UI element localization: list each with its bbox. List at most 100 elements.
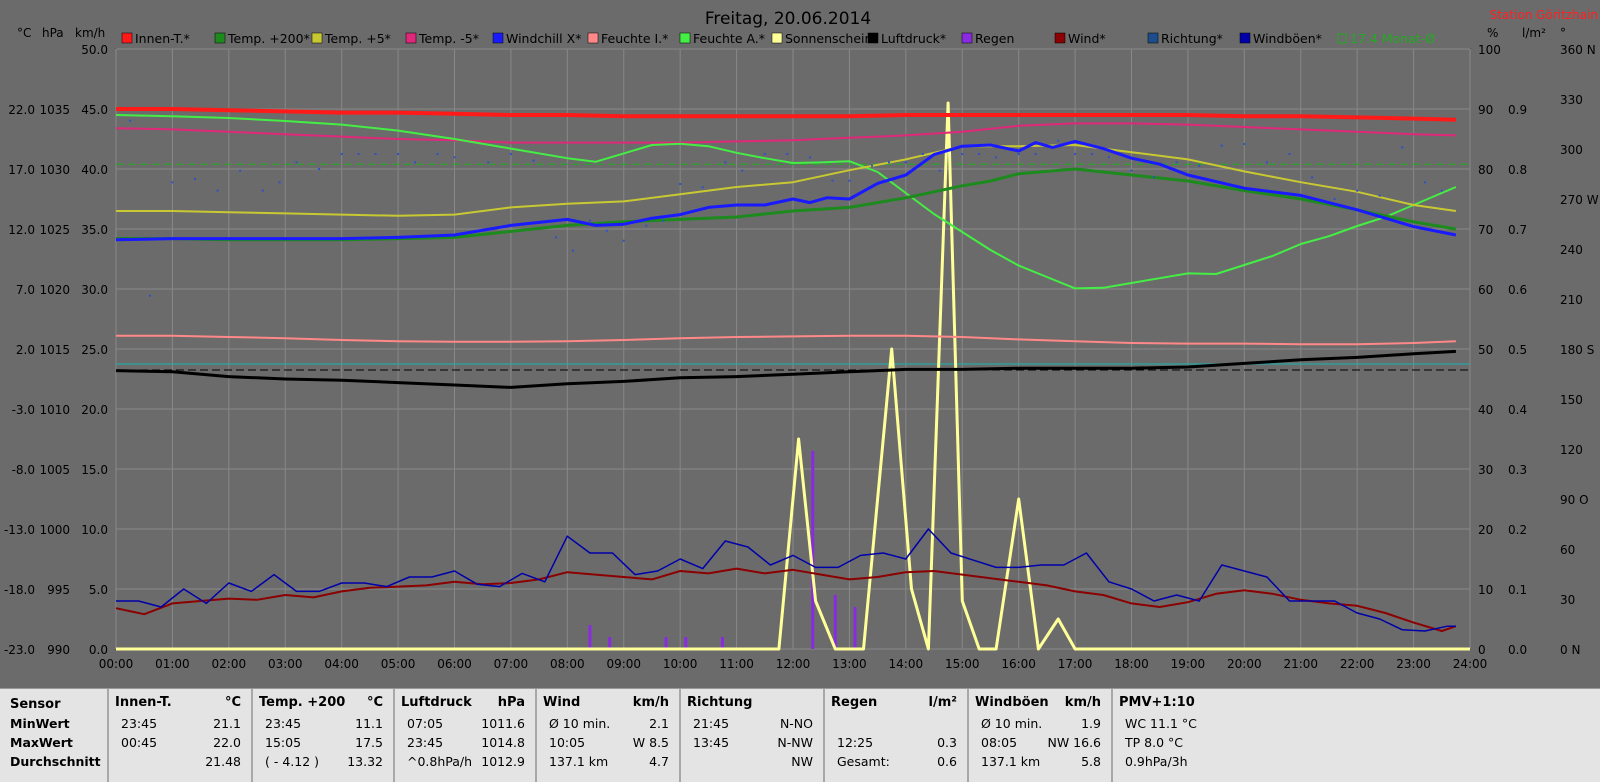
summary-r2-label: 23:45 xyxy=(407,735,444,750)
humidity-unit-label: % xyxy=(1487,26,1498,40)
wind-tick-label: 10.0 xyxy=(81,523,108,537)
direction-point xyxy=(171,181,174,184)
summary-r3-label: 137.1 km xyxy=(549,754,609,769)
x-tick-label: 18:00 xyxy=(1114,657,1149,671)
legend-swatch xyxy=(587,32,599,44)
x-tick-label: 14:00 xyxy=(889,657,924,671)
direction-point xyxy=(679,183,682,185)
rain-unit-label: l/m² xyxy=(1522,26,1546,40)
summary-r3-value: 1012.9 xyxy=(481,754,525,769)
direction-point xyxy=(622,239,625,242)
summary-r2-label: 10:05 xyxy=(549,735,586,750)
legend-swatch xyxy=(121,32,133,44)
x-tick-label: 13:00 xyxy=(832,657,867,671)
x-tick-label: 20:00 xyxy=(1227,657,1262,671)
weather-chart: 22.0 17.0 12.0 7.0 2.0 -3.0 -8.0 -13.0 -18.0 -23.… xyxy=(4,8,1599,671)
direction-tick-label: 270 W xyxy=(1560,193,1599,207)
wind-tick-label: 35.0 xyxy=(81,223,108,237)
direction-point xyxy=(414,161,417,164)
series-line xyxy=(115,122,1456,144)
series-line xyxy=(116,334,1456,346)
series-line xyxy=(116,144,1457,217)
max-row-label: MaxWert xyxy=(10,735,73,750)
summary-r2-label: TP 8.0 °C xyxy=(1125,735,1183,750)
rain-tick-label: 0.1 xyxy=(1508,583,1527,597)
direction-point xyxy=(786,153,789,155)
summary-col-6: Windböen km/h Ø 10 min. 1.9 08:05 NW 16.6 137.… xyxy=(967,689,1113,782)
x-tick-label: 00:00 xyxy=(99,657,134,671)
x-tick-label: 12:00 xyxy=(776,657,811,671)
summary-r3-value: 4.7 xyxy=(649,754,669,769)
direction-point xyxy=(397,153,400,155)
summary-r1-label: Ø 10 min. xyxy=(981,716,1043,731)
humidity-tick-label: 50 xyxy=(1478,343,1493,357)
summary-r1-value: 1.9 xyxy=(1081,716,1101,731)
direction-point xyxy=(148,294,151,297)
wind-tick-label: 40.0 xyxy=(81,163,108,177)
temp-tick-label: 7.0 xyxy=(16,283,35,297)
direction-point xyxy=(995,156,998,159)
legend-label: Luftdruck* xyxy=(881,31,946,46)
direction-tick-label: 300 xyxy=(1560,143,1583,157)
rain-bar xyxy=(811,451,815,649)
direction-point xyxy=(1175,161,1178,164)
summary-r2-value: 22.0 xyxy=(213,735,241,750)
legend-label: Sonnenschein xyxy=(785,31,872,46)
summary-r1-value: N-NO xyxy=(779,716,813,731)
direction-point xyxy=(1130,169,1133,172)
temp-tick-label: -18.0 xyxy=(4,583,35,597)
legend-item: Temp. -5* xyxy=(405,31,479,46)
pressure-tick-label: 1030 xyxy=(39,163,70,177)
temp-tick-label: 22.0 xyxy=(8,103,35,117)
direction-tick-label: 360 N xyxy=(1560,43,1596,57)
rain-bar xyxy=(588,625,592,649)
summary-col-0: Innen-T. °C 23:45 21.1 00:45 22.0 21.48 xyxy=(107,689,253,782)
x-tick-label: 08:00 xyxy=(550,657,585,671)
temp-tick-label: -13.0 xyxy=(4,523,35,537)
summary-col-3: Wind km/h Ø 10 min. 2.1 10:05 W 8.5 137.1 km 4.… xyxy=(535,689,681,782)
direction-point xyxy=(216,189,219,192)
summary-r1-value: 1011.6 xyxy=(481,716,525,731)
legend-item: Temp. +200* xyxy=(214,31,310,46)
summary-r1-label: 07:05 xyxy=(407,716,444,731)
x-tick-label: 21:00 xyxy=(1283,657,1318,671)
legend-swatch xyxy=(771,32,783,44)
legend-swatch xyxy=(867,32,879,44)
series-line xyxy=(116,101,1470,651)
summary-col-1: Temp. +200 °C 23:45 11.1 15:05 17.5 ( - 4.12 )… xyxy=(251,689,395,782)
legend-item: Feuchte A.* xyxy=(679,31,765,46)
legend-swatch xyxy=(492,32,504,44)
summary-r3-label: ( - 4.12 ) xyxy=(265,754,320,769)
summary-r1-value: 21.1 xyxy=(213,716,241,731)
summary-col-title: PMV+1:10 xyxy=(1119,695,1195,710)
summary-col-title: Luftdruck xyxy=(401,695,472,710)
direction-point xyxy=(1057,139,1060,142)
x-tick-label: 06:00 xyxy=(437,657,472,671)
summary-col-title: Innen-T. xyxy=(115,695,172,710)
series-line xyxy=(115,349,1456,389)
series-line xyxy=(116,107,1456,122)
legend-item: 17.4 Monat-Ø xyxy=(1337,31,1435,46)
summary-r2-value: 17.5 xyxy=(355,735,383,750)
direction-point xyxy=(1153,176,1156,179)
rain-tick-label: 0.0 xyxy=(1508,643,1527,657)
direction-point xyxy=(1423,181,1426,184)
temp-tick-label: -8.0 xyxy=(12,463,35,477)
x-tick-label: 22:00 xyxy=(1340,657,1375,671)
direction-point xyxy=(605,229,608,232)
legend-label: Wind* xyxy=(1068,31,1106,46)
direction-point xyxy=(887,161,890,164)
legend-item: Windböen* xyxy=(1239,31,1322,46)
direction-point xyxy=(295,161,298,164)
legend-label: Feuchte I.* xyxy=(601,31,668,46)
direction-tick-label: 240 xyxy=(1560,243,1583,257)
summary-col-title: Richtung xyxy=(687,695,753,710)
rain-bar xyxy=(608,637,612,649)
summary-r3-label: Gesamt: xyxy=(837,754,890,769)
summary-col-unit: km/h xyxy=(632,695,669,710)
x-tick-label: 11:00 xyxy=(719,657,754,671)
x-tick-label: 17:00 xyxy=(1058,657,1093,671)
summary-col-title: Windböen xyxy=(975,695,1049,710)
summary-r3-label: 137.1 km xyxy=(981,754,1041,769)
x-tick-label: 01:00 xyxy=(155,657,190,671)
